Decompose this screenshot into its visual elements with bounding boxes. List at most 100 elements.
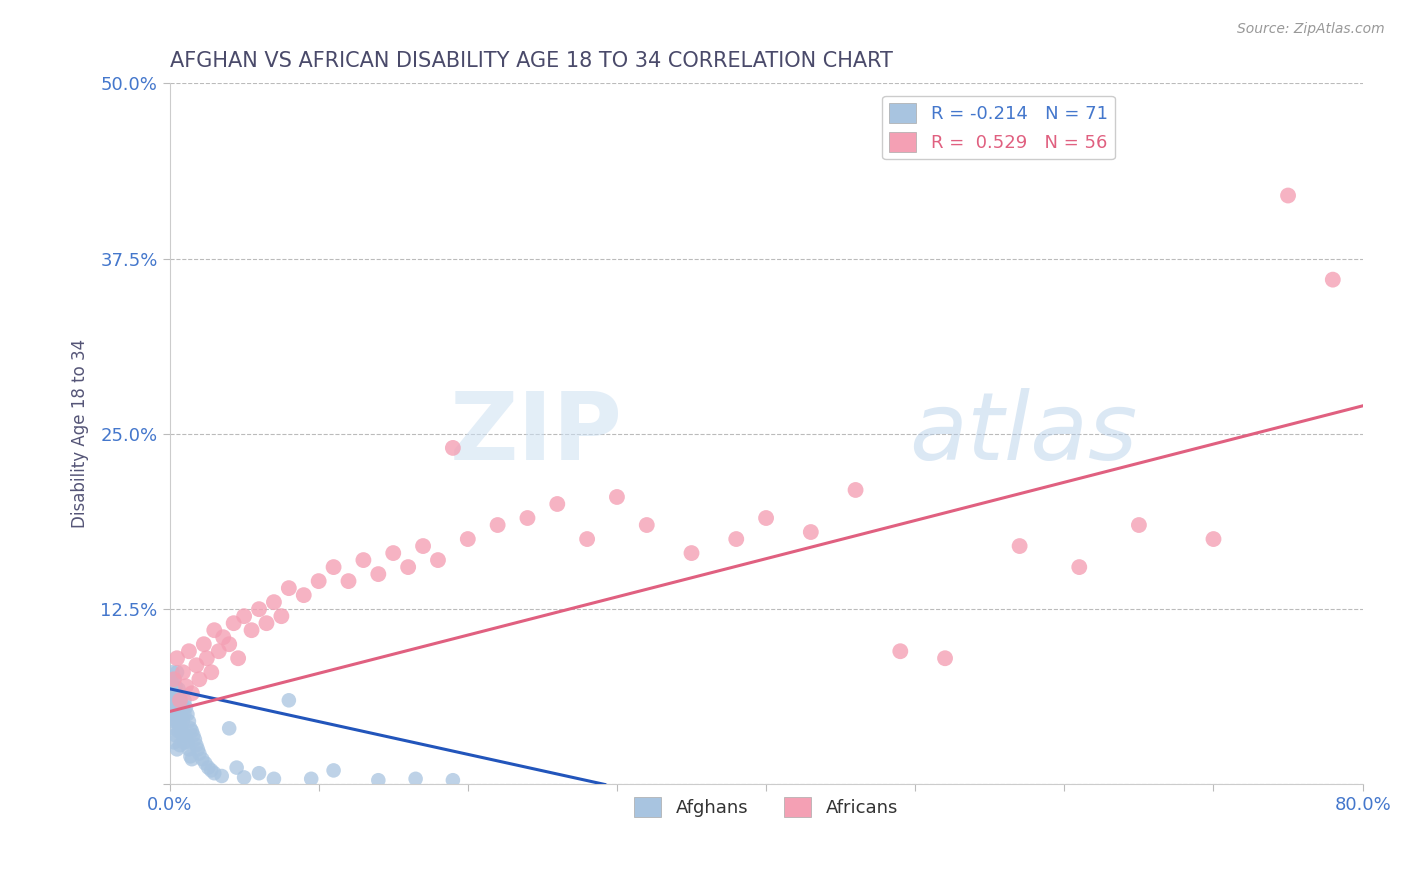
Point — [166, 742, 188, 756]
Point — [934, 651, 956, 665]
Point — [367, 567, 389, 582]
Legend: Afghans, Africans: Afghans, Africans — [627, 790, 905, 824]
Point — [160, 673, 183, 687]
Point — [576, 532, 599, 546]
Point — [194, 756, 217, 771]
Point — [247, 602, 270, 616]
Point — [162, 722, 184, 736]
Point — [179, 722, 201, 736]
Point — [270, 609, 292, 624]
Point — [226, 651, 249, 665]
Point — [457, 532, 479, 546]
Point — [167, 696, 190, 710]
Point — [1008, 539, 1031, 553]
Point — [200, 764, 222, 778]
Point — [174, 728, 197, 742]
Point — [162, 707, 184, 722]
Point — [176, 735, 198, 749]
Point — [486, 518, 509, 533]
Point — [173, 735, 195, 749]
Point — [180, 724, 202, 739]
Point — [256, 616, 278, 631]
Point — [163, 686, 186, 700]
Point — [169, 738, 191, 752]
Point — [1322, 273, 1344, 287]
Point — [165, 693, 187, 707]
Point — [163, 673, 186, 687]
Point — [412, 539, 434, 553]
Point — [167, 710, 190, 724]
Point — [441, 773, 464, 788]
Point — [169, 705, 191, 719]
Point — [169, 718, 191, 732]
Point — [174, 679, 197, 693]
Point — [188, 747, 211, 761]
Point — [263, 595, 285, 609]
Point — [163, 735, 186, 749]
Point — [170, 710, 193, 724]
Point — [172, 665, 194, 680]
Point — [172, 700, 194, 714]
Point — [212, 630, 235, 644]
Point — [166, 686, 188, 700]
Point — [184, 732, 207, 747]
Point — [800, 524, 823, 539]
Point — [169, 690, 191, 705]
Point — [322, 764, 344, 778]
Point — [167, 724, 190, 739]
Point — [197, 761, 219, 775]
Point — [172, 714, 194, 729]
Point — [200, 665, 222, 680]
Point — [162, 679, 184, 693]
Point — [186, 658, 208, 673]
Point — [170, 724, 193, 739]
Point — [195, 651, 218, 665]
Point — [165, 707, 187, 722]
Point — [177, 742, 200, 756]
Point — [681, 546, 703, 560]
Point — [405, 772, 427, 786]
Point — [725, 532, 748, 546]
Point — [225, 761, 247, 775]
Point — [352, 553, 374, 567]
Point — [208, 644, 231, 658]
Point — [202, 623, 225, 637]
Point — [233, 771, 256, 785]
Point — [193, 637, 215, 651]
Point — [177, 644, 200, 658]
Point — [163, 714, 186, 729]
Point — [169, 693, 191, 707]
Point — [174, 700, 197, 714]
Text: atlas: atlas — [910, 388, 1137, 479]
Point — [170, 696, 193, 710]
Point — [292, 588, 315, 602]
Point — [367, 773, 389, 788]
Point — [202, 766, 225, 780]
Point — [277, 693, 299, 707]
Point — [636, 518, 658, 533]
Point — [427, 553, 450, 567]
Point — [382, 546, 405, 560]
Point — [263, 772, 285, 786]
Point — [222, 616, 245, 631]
Point — [162, 686, 184, 700]
Point — [166, 714, 188, 729]
Point — [233, 609, 256, 624]
Point — [183, 728, 205, 742]
Point — [1128, 518, 1150, 533]
Point — [1202, 532, 1225, 546]
Point — [211, 769, 233, 783]
Point — [176, 707, 198, 722]
Point — [173, 693, 195, 707]
Point — [191, 752, 214, 766]
Point — [441, 441, 464, 455]
Point — [755, 511, 778, 525]
Point — [889, 644, 911, 658]
Point — [396, 560, 419, 574]
Point — [160, 693, 183, 707]
Point — [546, 497, 568, 511]
Text: ZIP: ZIP — [450, 388, 623, 480]
Y-axis label: Disability Age 18 to 34: Disability Age 18 to 34 — [72, 339, 89, 528]
Point — [163, 700, 186, 714]
Point — [166, 700, 188, 714]
